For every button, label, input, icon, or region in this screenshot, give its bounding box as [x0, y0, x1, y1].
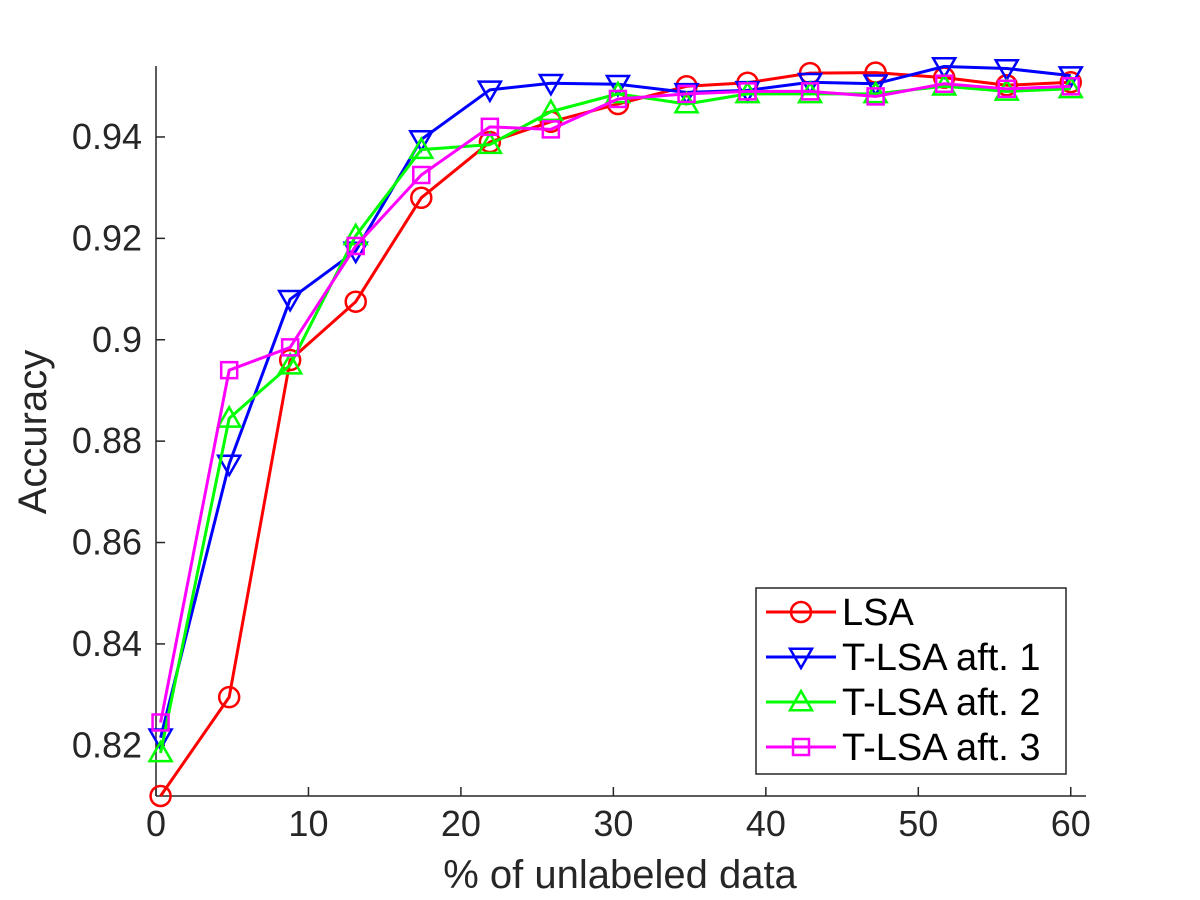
- x-tick-label: 30: [593, 803, 633, 844]
- data-point: [346, 236, 365, 256]
- data-point: [1061, 77, 1081, 96]
- legend-label: LSA: [842, 592, 914, 634]
- data-point: [149, 784, 172, 808]
- y-tick-label: 0.82: [72, 724, 142, 765]
- data-point: [412, 165, 431, 185]
- legend-item: LSA: [766, 592, 914, 634]
- legend-item: T-LSA aft. 2: [766, 682, 1041, 724]
- series-line: [159, 82, 1071, 723]
- data-point: [800, 82, 820, 101]
- y-tick-label: 0.92: [72, 217, 142, 258]
- data-point: [147, 739, 174, 763]
- series-t-lsa-aft-3: [151, 74, 1081, 732]
- data-point: [278, 348, 302, 372]
- data-point: [480, 117, 500, 137]
- legend-item: T-LSA aft. 3: [766, 727, 1041, 769]
- data-point: [537, 73, 565, 97]
- data-point: [541, 120, 561, 139]
- data-point: [995, 74, 1018, 97]
- data-point: [931, 57, 958, 81]
- axes: 0 10 20 30 40 50 60 0.82 0.84 0.86 0.88 0.9 0.92 0.94: [72, 66, 1091, 844]
- data-point: [277, 351, 304, 375]
- legend-label: T-LSA aft. 3: [842, 727, 1041, 769]
- data-point: [476, 131, 504, 155]
- data-point: [1059, 70, 1083, 94]
- data-point: [677, 84, 696, 104]
- y-tick-label: 0.9: [92, 319, 142, 360]
- legend-marker: [787, 688, 815, 712]
- legend-item: T-LSA aft. 1: [766, 637, 1041, 679]
- y-tick-label: 0.86: [72, 522, 142, 563]
- x-tick-label: 20: [441, 803, 481, 844]
- data-point: [410, 186, 433, 210]
- data-point: [217, 685, 241, 709]
- y-axis-title: Accuracy: [11, 350, 55, 515]
- data-point: [604, 80, 632, 104]
- data-point: [993, 59, 1020, 83]
- legend-marker: [789, 600, 813, 624]
- x-tick-label: 60: [1051, 803, 1091, 844]
- y-tick-label: 0.84: [72, 623, 142, 664]
- data-point: [862, 80, 889, 104]
- data-point: [934, 74, 954, 93]
- x-tick-label: 40: [746, 803, 786, 844]
- y-tick-label: 0.88: [72, 420, 142, 461]
- x-tick-label: 50: [898, 803, 938, 844]
- data-point: [738, 82, 757, 101]
- data-point: [151, 713, 170, 732]
- data-point: [277, 289, 304, 313]
- data-point: [280, 338, 300, 357]
- x-axis-title: % of unlabeled data: [443, 853, 797, 897]
- legend-label: T-LSA aft. 1: [842, 637, 1041, 679]
- data-point: [344, 290, 367, 313]
- data-point: [862, 74, 889, 98]
- data-point: [604, 74, 632, 98]
- data-point: [1057, 66, 1084, 90]
- data-point: [608, 89, 628, 109]
- data-point: [866, 87, 885, 106]
- legend-marker: [787, 647, 815, 671]
- legend-label: T-LSA aft. 2: [842, 682, 1041, 724]
- series-line: [159, 71, 1071, 797]
- y-tick-label: 0.94: [72, 116, 142, 157]
- data-point: [216, 454, 243, 478]
- data-point: [216, 404, 243, 428]
- data-point: [219, 360, 239, 380]
- plot-area: [147, 57, 1084, 808]
- data-point: [476, 80, 504, 104]
- data-point: [408, 130, 435, 154]
- legend-marker: [791, 737, 811, 757]
- data-point: [997, 79, 1016, 99]
- data-point: [408, 136, 435, 160]
- data-point: [537, 98, 565, 122]
- x-tick-label: 0: [146, 803, 166, 844]
- x-tick-label: 10: [288, 803, 328, 844]
